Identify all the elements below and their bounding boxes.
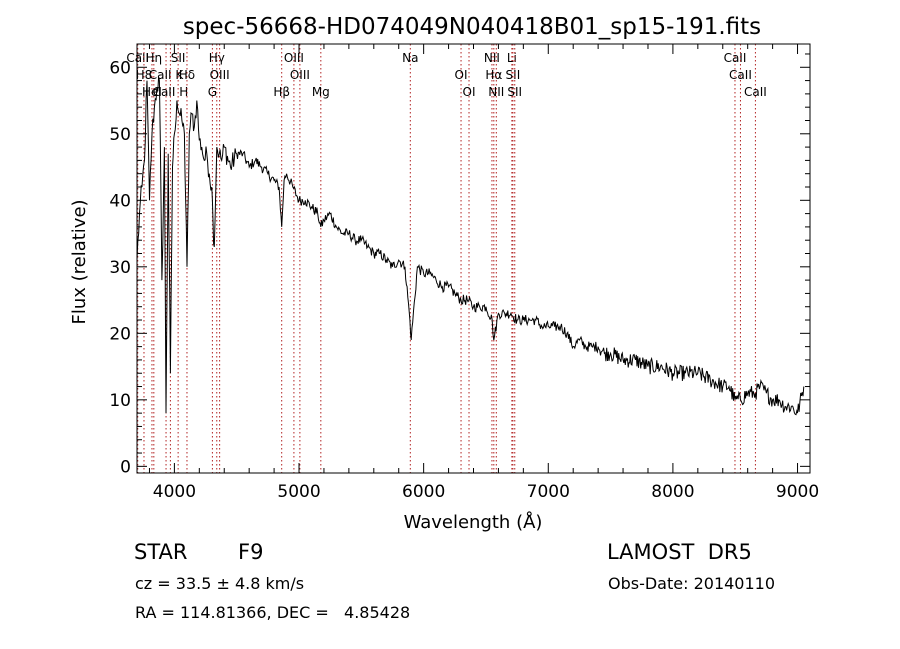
survey-name: LAMOST DR5: [607, 540, 752, 564]
line-label: NII: [484, 51, 500, 65]
line-label: CaII H: [153, 85, 189, 99]
line-label: Li: [507, 51, 517, 65]
line-label: SII: [507, 85, 522, 99]
line-label: Hβ: [273, 85, 290, 99]
y-tick-label: 60: [109, 58, 131, 78]
line-label: CaII: [126, 51, 149, 65]
line-label: OIII: [290, 68, 310, 82]
x-axis-label: Wavelength (Å): [404, 511, 543, 533]
line-label: Hη: [146, 51, 163, 65]
x-tick-label: 5000: [277, 482, 320, 502]
line-label: CaII: [724, 51, 747, 65]
y-axis: 0 10 20 30 40 50 60: [109, 53, 810, 477]
x-tick-label: 6000: [402, 482, 445, 502]
y-tick-label: 20: [109, 324, 131, 344]
line-label: OI: [455, 68, 468, 82]
line-label: CaII: [744, 85, 767, 99]
y-tick-label: 0: [120, 457, 131, 477]
line-label: CaII: [729, 68, 752, 82]
line-label: Hα: [485, 68, 502, 82]
redshift-cz: cz = 33.5 ± 4.8 km/s: [135, 574, 305, 593]
y-tick-label: 10: [109, 391, 131, 411]
x-tick-label: 8000: [651, 482, 694, 502]
observation-date: Obs-Date: 20140110: [608, 574, 776, 593]
plot-frame: [136, 43, 811, 474]
line-label: Na: [402, 51, 418, 65]
subclass: F9: [238, 540, 264, 564]
x-axis: 4000 5000 6000 7000 8000 9000: [148, 44, 819, 502]
line-label: OIII: [210, 68, 230, 82]
line-label: NII: [488, 85, 504, 99]
line-label: Hδ: [179, 68, 195, 82]
coordinates: RA = 114.81366, DEC = 4.85428: [135, 603, 411, 622]
line-label: Hγ: [209, 51, 225, 65]
y-tick-label: 50: [109, 125, 131, 145]
y-tick-label: 40: [109, 191, 131, 211]
chart-title: spec-56668-HD074049N040418B01_sp15-191.f…: [183, 14, 761, 40]
line-label: SII: [506, 68, 521, 82]
x-tick-label: 4000: [153, 482, 196, 502]
line-label: G: [208, 85, 217, 99]
line-label: OIII: [284, 51, 304, 65]
y-tick-label: 30: [109, 258, 131, 278]
y-axis-label: Flux (relative): [69, 199, 90, 324]
x-tick-label: 7000: [527, 482, 570, 502]
object-type: STAR: [134, 540, 188, 564]
line-label: H8: [136, 68, 153, 82]
line-label: Mg: [312, 85, 330, 99]
line-label: SII: [171, 51, 186, 65]
line-label: OI: [463, 85, 476, 99]
line-label: CaII K: [149, 68, 185, 82]
spectrum-line: [136, 76, 805, 416]
x-tick-label: 9000: [776, 482, 819, 502]
